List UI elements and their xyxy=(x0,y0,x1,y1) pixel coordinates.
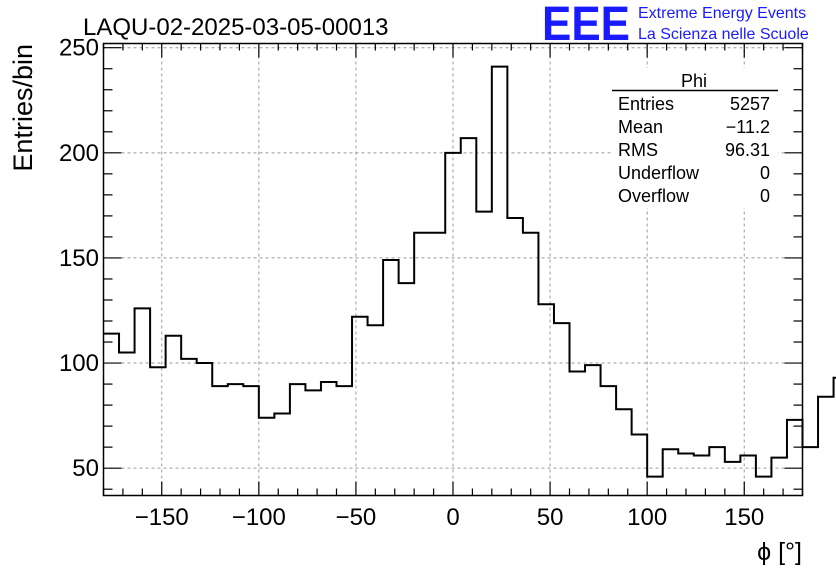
stats-row-value: 0 xyxy=(760,163,770,183)
stats-row-value: 5257 xyxy=(730,94,770,114)
x-tick-label: −100 xyxy=(232,504,286,531)
eee-logo-mark: EEE xyxy=(542,0,630,51)
x-tick-label: 0 xyxy=(446,504,459,531)
stats-row-label: Underflow xyxy=(618,163,700,183)
histogram-series xyxy=(103,65,836,478)
y-tick-label: 150 xyxy=(59,245,99,272)
x-tick-label: 150 xyxy=(724,504,764,531)
y-tick-label: 200 xyxy=(59,140,99,167)
x-tick-label: 50 xyxy=(537,504,564,531)
stats-row-label: RMS xyxy=(618,140,658,160)
y-axis-label: Entries/bin xyxy=(8,44,38,172)
x-axis-label: ϕ [°] xyxy=(757,538,802,566)
stats-row-value: 96.31 xyxy=(725,140,770,160)
x-tick-labels: −150 −100 −50 0 50 100 150 xyxy=(135,504,765,531)
x-tick-label: −150 xyxy=(135,504,189,531)
stats-box-bg xyxy=(612,68,778,208)
eee-logo: EEE Extreme Energy Events La Scienza nel… xyxy=(542,0,809,51)
stats-box: Phi Entries 5257 Mean −11.2 RMS 96.31 Underflo… xyxy=(612,68,778,208)
run-title: LAQU-02-2025-03-05-00013 xyxy=(83,14,389,41)
y-tick-label: 250 xyxy=(59,35,99,62)
stats-row-value: 0 xyxy=(760,186,770,206)
stats-title: Phi xyxy=(681,71,707,91)
stats-row-label: Mean xyxy=(618,117,663,137)
logo-line-2: La Scienza nelle Scuole xyxy=(638,26,809,43)
y-tick-labels: 50 100 150 200 250 xyxy=(59,35,99,482)
stats-row-label: Overflow xyxy=(618,186,690,206)
y-tick-label: 100 xyxy=(59,350,99,377)
logo-line-1: Extreme Energy Events xyxy=(638,5,806,22)
x-tick-label: −50 xyxy=(336,504,377,531)
axis-ticks xyxy=(102,43,804,496)
stats-row-value: −11.2 xyxy=(726,117,770,137)
y-tick-label: 50 xyxy=(72,455,99,482)
x-tick-label: 100 xyxy=(627,504,667,531)
stats-row-label: Entries xyxy=(618,94,674,114)
